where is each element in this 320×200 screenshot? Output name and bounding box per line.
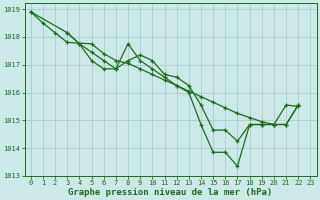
X-axis label: Graphe pression niveau de la mer (hPa): Graphe pression niveau de la mer (hPa) <box>68 188 273 197</box>
